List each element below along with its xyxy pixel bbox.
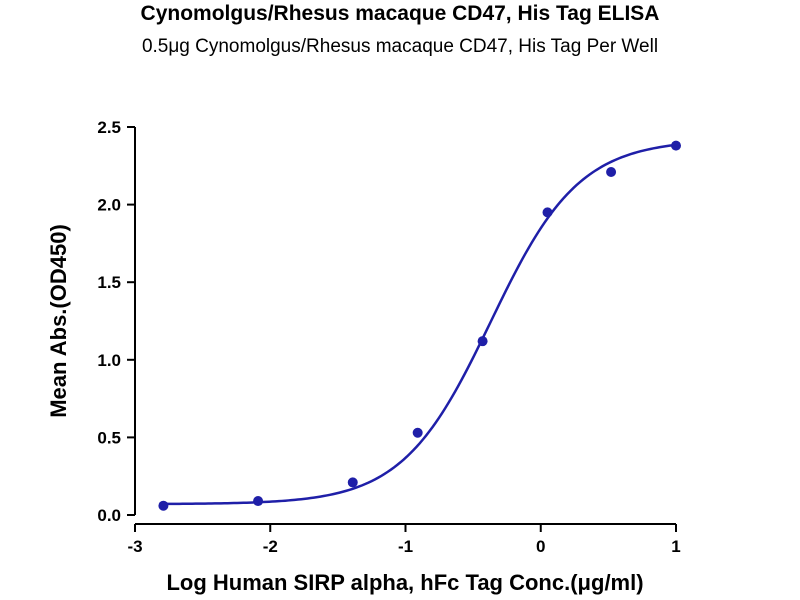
y-tick-label: 0.5 — [97, 428, 121, 447]
data-point — [412, 427, 423, 438]
y-tick-label: 1.0 — [97, 351, 121, 370]
data-point — [347, 477, 358, 488]
y-tick-label: 2.5 — [97, 118, 121, 137]
fit-curve — [163, 143, 677, 506]
x-tick-label: -3 — [127, 537, 142, 556]
data-point — [158, 500, 169, 511]
x-tick-label: 0 — [536, 537, 545, 556]
y-tick-label: 2.0 — [97, 196, 121, 215]
y-tick-label: 1.5 — [97, 273, 121, 292]
y-axis-title: Mean Abs.(OD450) — [46, 224, 71, 418]
data-point — [253, 496, 264, 507]
x-tick-label: 1 — [671, 537, 680, 556]
axes — [134, 127, 676, 525]
x-tick-label: -2 — [263, 537, 278, 556]
chart-subtitle: 0.5μg Cynomolgus/Rhesus macaque CD47, Hi… — [141, 36, 659, 57]
data-point — [477, 336, 488, 347]
x-axis-title: Log Human SIRP alpha, hFc Tag Conc.(μg/m… — [166, 570, 643, 595]
data-points — [158, 140, 681, 511]
data-point — [542, 207, 553, 218]
y-axis-ticks: 0.0 0.5 1.0 1.5 2.0 2.5 — [97, 118, 135, 525]
x-tick-label: -1 — [398, 537, 413, 556]
chart-title: Cynomolgus/Rhesus macaque CD47, His Tag … — [140, 2, 660, 25]
x-axis-ticks: -3 -2 -1 0 1 — [127, 524, 681, 556]
data-point — [671, 140, 681, 151]
data-point — [606, 167, 617, 178]
y-tick-label: 0.0 — [97, 506, 121, 525]
